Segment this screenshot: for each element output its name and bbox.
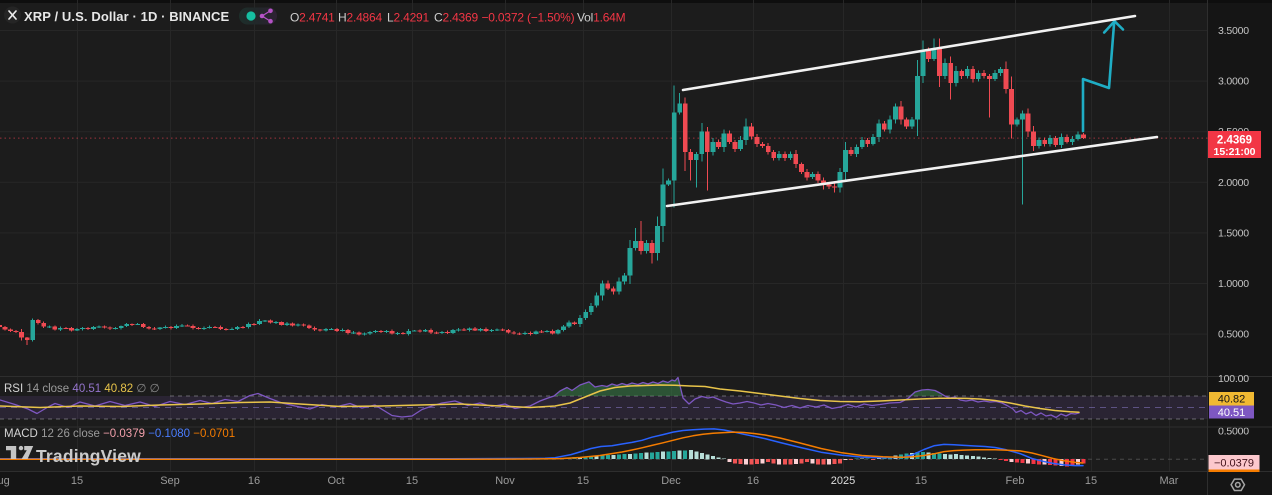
svg-text:1.5000: 1.5000 [1218,227,1249,239]
svg-text:100.00: 100.00 [1218,373,1249,385]
svg-text:−0.0379: −0.0379 [1214,457,1254,469]
svg-text:0.5000: 0.5000 [1218,329,1249,341]
svg-text:−0.0372 (−1.50%): −0.0372 (−1.50%) [482,11,575,25]
svg-text:Feb: Feb [1006,475,1025,487]
svg-text:H2.4864: H2.4864 [338,11,382,25]
svg-text:15: 15 [915,475,927,487]
svg-text:Dec: Dec [661,475,681,487]
svg-text:0.5000: 0.5000 [1218,426,1249,438]
svg-text:40.82: 40.82 [1218,394,1246,406]
svg-text:Nov: Nov [495,475,515,487]
svg-text:O2.4741: O2.4741 [290,11,335,25]
svg-text:16: 16 [248,475,260,487]
svg-text:3.0000: 3.0000 [1218,76,1249,88]
svg-text:XRP / U.S. Dollar · 1D · BINAN: XRP / U.S. Dollar · 1D · BINANCE [24,9,229,24]
svg-text:16: 16 [747,475,759,487]
svg-text:TradingView: TradingView [36,446,141,466]
svg-text:L2.4291: L2.4291 [387,11,430,25]
svg-text:Sep: Sep [160,475,180,487]
svg-text:2.4369: 2.4369 [1217,135,1252,147]
svg-text:2025: 2025 [831,475,855,487]
svg-text:Mar: Mar [1160,475,1179,487]
svg-text:15:21:00: 15:21:00 [1213,146,1255,158]
svg-text:Vol1.64M: Vol1.64M [577,11,626,25]
svg-text:2.0000: 2.0000 [1218,177,1249,189]
svg-text:1.0000: 1.0000 [1218,278,1249,290]
svg-text:3.5000: 3.5000 [1218,25,1249,37]
svg-text:Aug: Aug [0,475,10,487]
svg-text:C2.4369: C2.4369 [434,11,478,25]
svg-text:RSI 14 close 40.51 40.82 ∅ ∅: RSI 14 close 40.51 40.82 ∅ ∅ [4,383,160,395]
svg-text:40.51: 40.51 [1218,407,1246,419]
svg-text:15: 15 [1085,475,1097,487]
svg-text:MACD 12 26 close −0.0379 −0.10: MACD 12 26 close −0.0379 −0.1080 −0.0701 [4,428,235,440]
svg-text:Oct: Oct [327,475,344,487]
svg-text:15: 15 [406,475,418,487]
svg-text:15: 15 [71,475,83,487]
svg-text:15: 15 [577,475,589,487]
